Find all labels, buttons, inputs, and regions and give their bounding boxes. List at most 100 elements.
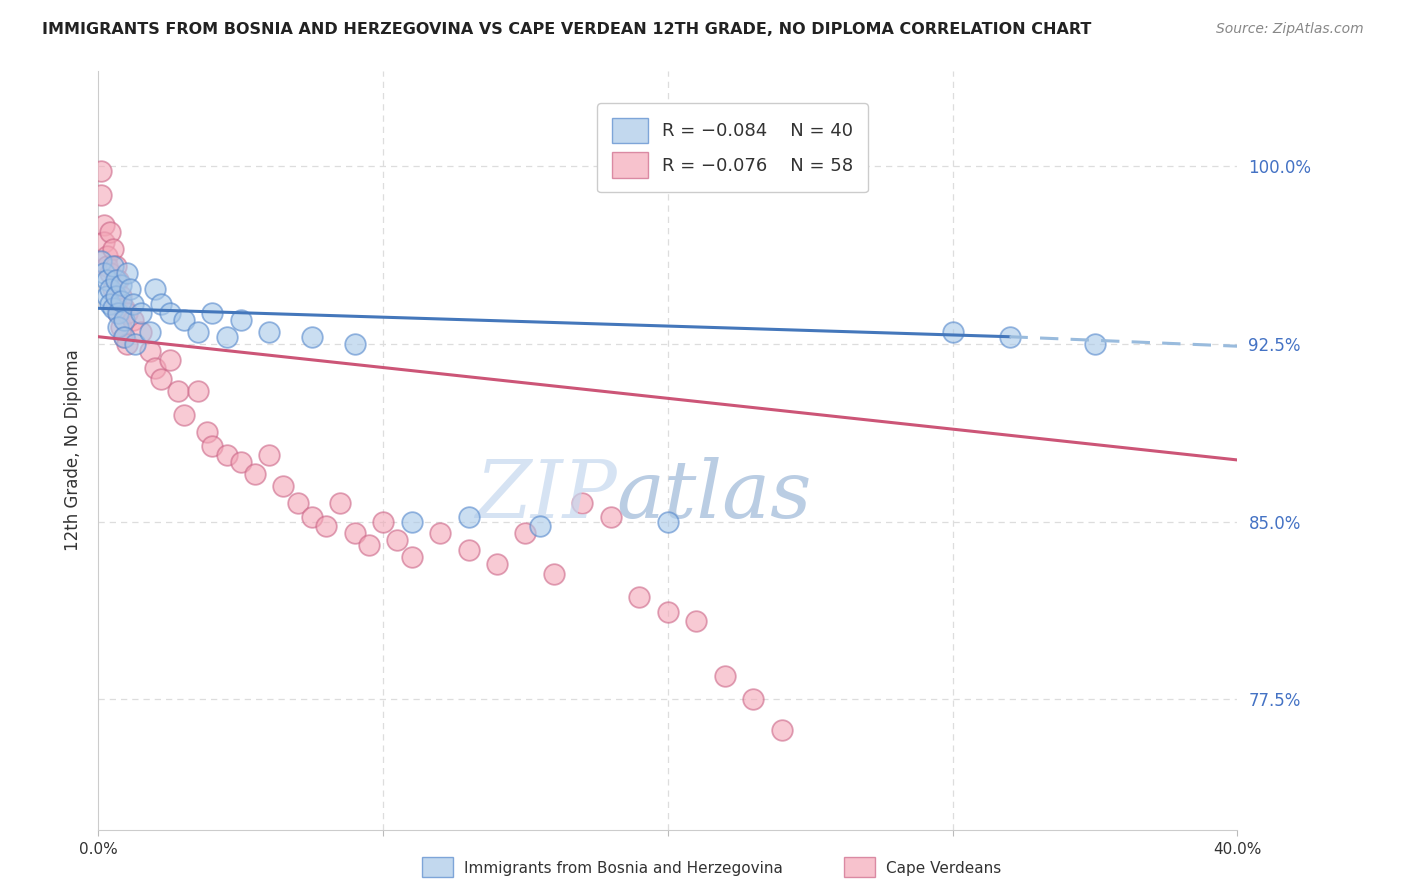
Point: [101, 301, 124, 316]
Point: [515, 526, 537, 541]
Point: [115, 266, 138, 280]
Point: [201, 439, 224, 453]
Point: [229, 313, 252, 327]
Point: [742, 692, 765, 706]
Point: [98, 282, 121, 296]
Point: [457, 543, 479, 558]
Point: [243, 467, 266, 482]
Point: [129, 325, 152, 339]
Point: [112, 301, 135, 316]
Point: [1084, 336, 1107, 351]
Text: ZIP: ZIP: [475, 458, 617, 534]
Point: [98, 296, 121, 310]
Point: [685, 614, 707, 628]
Point: [96, 259, 118, 273]
Point: [124, 336, 146, 351]
Point: [110, 320, 132, 334]
Text: atlas: atlas: [617, 458, 813, 534]
Point: [187, 384, 209, 399]
Point: [167, 384, 190, 399]
Point: [112, 313, 135, 327]
Point: [110, 294, 132, 309]
Point: [101, 259, 124, 273]
Point: [942, 325, 965, 339]
Point: [215, 448, 238, 462]
Point: [90, 253, 112, 268]
Point: [329, 495, 352, 509]
Point: [112, 329, 135, 343]
Point: [998, 329, 1021, 343]
Point: [110, 277, 132, 292]
Point: [115, 306, 138, 320]
Point: [104, 296, 127, 310]
Point: [90, 187, 112, 202]
Point: [173, 313, 195, 327]
Point: [145, 360, 167, 375]
Point: [343, 336, 366, 351]
Point: [107, 306, 129, 320]
Point: [373, 515, 395, 529]
Legend: R = −0.084    N = 40, R = −0.076    N = 58: R = −0.084 N = 40, R = −0.076 N = 58: [598, 103, 868, 192]
Point: [259, 448, 281, 462]
Point: [657, 605, 679, 619]
Point: [571, 495, 593, 509]
Point: [93, 235, 115, 249]
Text: IMMIGRANTS FROM BOSNIA AND HERZEGOVINA VS CAPE VERDEAN 12TH GRADE, NO DIPLOMA CO: IMMIGRANTS FROM BOSNIA AND HERZEGOVINA V…: [42, 22, 1091, 37]
Point: [229, 455, 252, 469]
Point: [98, 226, 121, 240]
Point: [287, 495, 309, 509]
Point: [138, 325, 160, 339]
Point: [301, 329, 323, 343]
Point: [98, 266, 121, 280]
Point: [159, 306, 181, 320]
Point: [401, 550, 423, 565]
Text: Source: ZipAtlas.com: Source: ZipAtlas.com: [1216, 22, 1364, 37]
Point: [387, 533, 409, 548]
Point: [115, 336, 138, 351]
Point: [628, 591, 651, 605]
Point: [343, 526, 366, 541]
Point: [714, 668, 737, 682]
Point: [104, 289, 127, 303]
Point: [173, 408, 195, 422]
Point: [215, 329, 238, 343]
Point: [110, 289, 132, 303]
Point: [96, 273, 118, 287]
Point: [187, 325, 209, 339]
Point: [770, 723, 793, 737]
Point: [145, 282, 167, 296]
Point: [201, 306, 224, 320]
Text: Cape Verdeans: Cape Verdeans: [886, 862, 1001, 876]
Point: [315, 519, 337, 533]
Text: Immigrants from Bosnia and Herzegovina: Immigrants from Bosnia and Herzegovina: [464, 862, 783, 876]
Point: [107, 273, 129, 287]
Point: [112, 329, 135, 343]
Point: [301, 509, 323, 524]
Point: [529, 519, 551, 533]
Point: [107, 320, 129, 334]
Point: [96, 289, 118, 303]
Point: [657, 515, 679, 529]
Point: [129, 306, 152, 320]
Point: [93, 219, 115, 233]
Point: [543, 566, 565, 581]
Point: [259, 325, 281, 339]
Point: [104, 273, 127, 287]
Point: [121, 313, 143, 327]
Point: [195, 425, 218, 439]
Point: [150, 296, 173, 310]
Point: [107, 306, 129, 320]
Point: [118, 282, 141, 296]
Point: [104, 259, 127, 273]
Point: [159, 353, 181, 368]
Point: [93, 266, 115, 280]
Point: [600, 509, 623, 524]
Point: [457, 509, 479, 524]
Point: [121, 296, 143, 310]
Point: [101, 242, 124, 256]
Point: [357, 538, 380, 552]
Point: [486, 557, 509, 571]
Point: [96, 249, 118, 263]
Point: [90, 164, 112, 178]
Y-axis label: 12th Grade, No Diploma: 12th Grade, No Diploma: [63, 350, 82, 551]
